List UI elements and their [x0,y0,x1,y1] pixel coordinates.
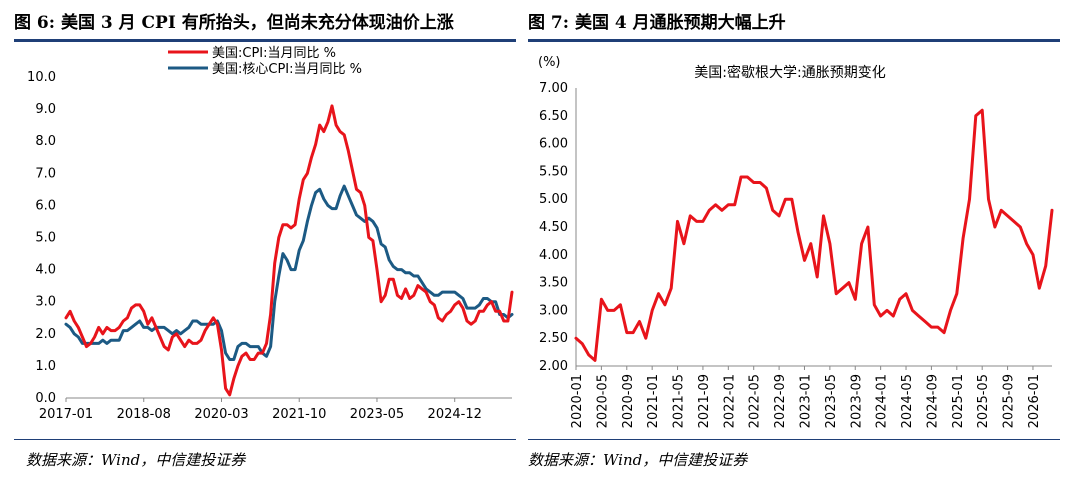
x-tick-label: 2021-10 [272,407,326,422]
x-tick-label: 2023-09 [849,374,864,428]
y-tick-label: 3.0 [35,295,56,310]
y-tick-label: 6.50 [539,109,568,124]
y-tick-label: 10.0 [27,70,56,85]
right-title-rule [528,39,1060,42]
x-tick-label: 2024-05 [900,374,915,428]
inflation-expectation-line-chart: (%) 美国:密歇根大学:通胀预期变化 2.00 2.50 3.00 3.50 4.00 4.… [538,55,1054,428]
right-figure-panel: 图 7: 美国 4 月通胀预期大幅上升 (%) 美国:密歇根大学:通胀预期变化 2.… [528,0,1080,481]
y-tick-label: 7.00 [539,81,568,96]
y-tick-label: 9.0 [35,102,56,117]
x-tick-label: 2021-01 [646,374,661,428]
y-tick-label: 1.0 [35,359,56,374]
right-source-rule [528,439,1060,440]
y-tick-label: 2.0 [35,327,56,342]
x-tick-label: 2020-01 [570,374,585,428]
left-figure-panel: 图 6: 美国 3 月 CPI 有所抬头，但尚未充分体现油价上涨 0.0 1.0 2… [0,0,520,481]
right-figure-title: 图 7: 美国 4 月通胀预期大幅上升 [528,13,786,33]
x-tick-label: 2026-01 [1027,374,1042,428]
cpi-series-line [64,104,514,397]
y-tick-label: 5.00 [539,192,568,207]
x-tick-label: 2021-09 [697,374,712,428]
y-tick-label: 4.00 [539,248,568,263]
left-title-rule [14,39,516,42]
y-tick-label: 4.0 [35,263,56,278]
inflation-expectation-series-line [574,108,1054,362]
left-source-note: 数据来源：Wind，中信建投证券 [26,451,246,469]
y-tick-label: 4.50 [539,220,568,235]
y-tick-label: 7.0 [35,166,56,181]
x-tick-label: 2017-01 [39,407,93,422]
core-cpi-series-line [64,184,514,361]
x-tick-label: 2023-05 [824,374,839,428]
y-tick-label: 5.0 [35,231,56,246]
y-tick-label: 6.0 [35,198,56,213]
x-tick-label: 2022-01 [722,374,737,428]
x-tick-label: 2020-09 [621,374,636,428]
x-tick-label: 2023-05 [350,407,404,422]
chart-title: 美国:密歇根大学:通胀预期变化 [694,64,885,81]
y-tick-label: 2.00 [539,359,568,374]
x-tick-label: 2025-05 [976,374,991,428]
y-tick-label: 0.0 [35,391,56,406]
x-tick-label: 2020-05 [595,374,610,428]
x-tick-label: 2020-03 [194,407,248,422]
x-tick-label: 2024-01 [875,374,890,428]
x-tick-label: 2022-09 [773,374,788,428]
y-tick-label: 8.0 [35,134,56,149]
x-tick-label: 2025-09 [1002,374,1017,428]
left-figure-title: 图 6: 美国 3 月 CPI 有所抬头，但尚未充分体现油价上涨 [14,13,454,33]
legend-cpi-label: 美国:CPI:当月同比 % [212,46,336,61]
right-source-note: 数据来源：Wind，中信建投证券 [528,451,748,469]
x-tick-label: 2023-01 [798,374,813,428]
x-tick-label: 2018-08 [117,407,171,422]
y-unit-label: (%) [538,55,561,70]
cpi-line-chart: 0.0 1.0 2.0 3.0 4.0 5.0 6.0 7.0 8.0 9.0 10.0 2017-0… [27,46,514,422]
y-tick-label: 5.50 [539,164,568,179]
y-tick-label: 3.50 [539,276,568,291]
y-tick-label: 6.00 [539,137,568,152]
y-tick-label: 3.00 [539,303,568,318]
x-tick-label: 2024-12 [428,407,482,422]
legend-core-cpi-label: 美国:核心CPI:当月同比 % [212,62,362,77]
left-source-rule [14,439,516,440]
x-tick-label: 2024-09 [925,374,940,428]
x-tick-label: 2021-05 [672,374,687,428]
x-tick-label: 2022-05 [748,374,763,428]
y-tick-label: 2.50 [539,331,568,346]
x-tick-label: 2025-01 [951,374,966,428]
